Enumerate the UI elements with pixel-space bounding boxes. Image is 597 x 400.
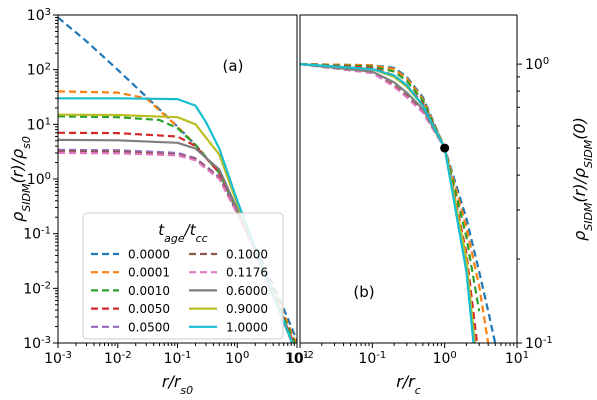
legend-label: 0.0010 xyxy=(128,284,170,298)
series-line-0.0000 xyxy=(300,63,497,343)
x-tick-label: 101 xyxy=(505,350,529,368)
x-tick-label: 10-3 xyxy=(44,350,72,368)
legend: tage/tcc 0.0000 0.0001 0.0010 0.0050 0.0500 0.… xyxy=(82,212,284,340)
legend-label: 0.1176 xyxy=(226,266,268,280)
legend-entry: 0.0010 xyxy=(91,284,170,298)
series-line-0.0010 xyxy=(300,63,481,312)
legend-box xyxy=(82,212,284,340)
axes-frame xyxy=(299,14,518,344)
series-line-0.9000 xyxy=(300,63,476,343)
legend-label: 0.0000 xyxy=(128,248,170,262)
y-tick-label: 10-1 xyxy=(525,335,553,353)
panel-b: 10-2 10-1 100 10110-1100r/rcρSIDM(r)/ρSIDM(… xyxy=(286,14,595,397)
legend-label: 0.9000 xyxy=(226,302,268,316)
legend-label: 0.0500 xyxy=(128,320,170,334)
y-tick-label: 102 xyxy=(27,61,51,79)
legend-label: 0.1000 xyxy=(226,248,268,262)
series-line-0.0001 xyxy=(300,63,490,343)
legend-entry: 0.1176 xyxy=(189,266,268,280)
series-line-0.0500 xyxy=(300,63,476,343)
legend-entry: 1.0000 xyxy=(189,320,268,334)
x-tick-label: 100 xyxy=(433,350,457,368)
y-tick-label: 10-2 xyxy=(23,280,51,298)
series-line-0.1000 xyxy=(300,63,476,343)
panel-label: (a) xyxy=(223,57,244,75)
y-axis-label: ρSIDM(r)/ρSIDM(0) xyxy=(570,117,595,241)
legend-entry: 0.0050 xyxy=(91,302,170,316)
legend-title: tage/tcc xyxy=(158,221,207,245)
x-tick-label: 10-1 xyxy=(358,350,386,368)
series-line-1.0000 xyxy=(300,63,475,343)
legend-label: 0.0050 xyxy=(128,302,170,316)
legend-label: 0.6000 xyxy=(226,284,268,298)
legend-label: 0.0001 xyxy=(128,266,170,280)
x-tick-label: 100 xyxy=(225,350,249,368)
y-tick-label: 101 xyxy=(27,116,51,134)
series-group xyxy=(300,63,497,343)
legend-entry: 0.0001 xyxy=(91,266,170,280)
x-tick-label: 10-2 xyxy=(104,350,132,368)
series-line-0.1176 xyxy=(300,63,476,343)
series-line-0.6000 xyxy=(300,63,476,343)
y-tick-label: 103 xyxy=(27,7,51,25)
y-tick-label: 10-1 xyxy=(23,225,51,243)
x-tick-label: 10-2 xyxy=(286,350,314,368)
legend-entry: 0.6000 xyxy=(189,284,268,298)
legend-entry: 0.9000 xyxy=(189,302,268,316)
panel-label: (b) xyxy=(353,283,374,301)
legend-entry: 0.0500 xyxy=(91,320,170,334)
legend-label: 1.0000 xyxy=(226,320,268,334)
x-tick-label: 101 xyxy=(285,350,309,368)
x-tick-label: 10-1 xyxy=(164,350,192,368)
y-tick-label: 100 xyxy=(525,56,549,74)
y-axis-label: ρSIDM(r)/ρs0 xyxy=(8,136,33,222)
legend-entry: 0.0000 xyxy=(91,248,170,262)
x-axis-label: r/rc xyxy=(396,372,421,397)
y-tick-label: 10-3 xyxy=(23,335,51,353)
series-line-0.0050 xyxy=(300,63,479,343)
legend-entry: 0.1000 xyxy=(189,248,268,262)
x-axis-label: r/rs0 xyxy=(162,372,193,397)
y-tick-label: 100 xyxy=(27,171,51,189)
panel-a: 10-3 10-2 10-1 100 101 10-3 10-2 10-1 100 101 102 1… xyxy=(8,7,309,397)
reference-point-marker xyxy=(440,143,450,153)
